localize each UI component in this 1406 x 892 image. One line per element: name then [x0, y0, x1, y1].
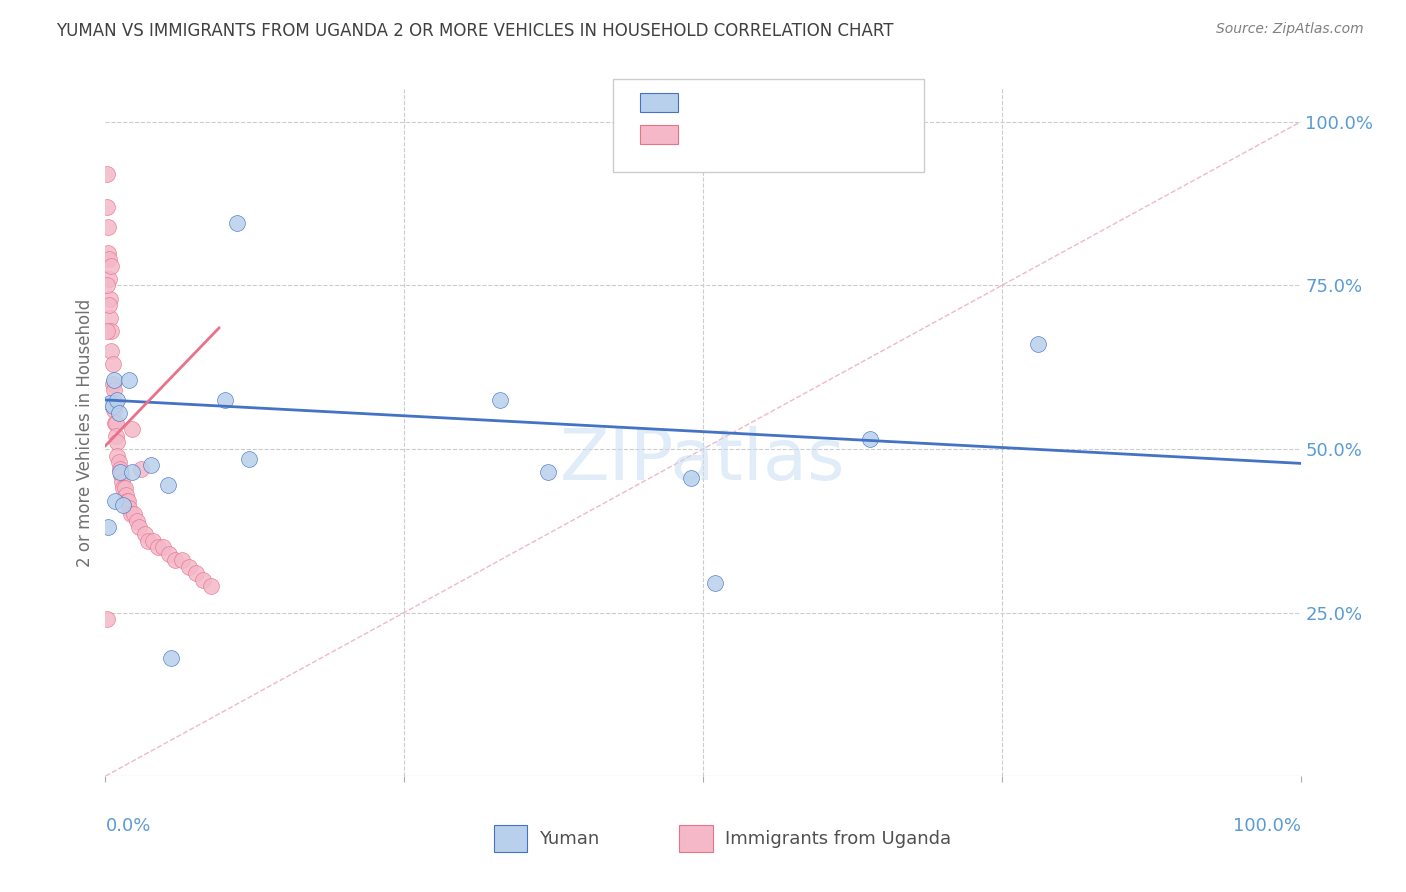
- Point: [121, 422, 143, 436]
- Point: [139, 458, 162, 473]
- Point: [129, 461, 153, 475]
- Point: [98, 311, 121, 326]
- Point: [163, 553, 186, 567]
- FancyBboxPatch shape: [494, 825, 527, 852]
- Point: [681, 471, 703, 485]
- Point: [112, 498, 135, 512]
- Point: [104, 396, 127, 410]
- Text: 23: 23: [855, 94, 880, 112]
- Point: [193, 573, 215, 587]
- Point: [96, 324, 118, 338]
- Text: R =: R =: [692, 94, 731, 112]
- Point: [118, 500, 141, 515]
- Text: Immigrants from Uganda: Immigrants from Uganda: [724, 830, 950, 848]
- Point: [114, 481, 136, 495]
- Point: [117, 494, 139, 508]
- FancyBboxPatch shape: [640, 93, 678, 112]
- Point: [105, 416, 128, 430]
- Point: [96, 167, 118, 181]
- Text: 100.0%: 100.0%: [1233, 817, 1301, 835]
- Text: ZIPatlas: ZIPatlas: [560, 425, 846, 494]
- Point: [97, 245, 120, 260]
- Point: [152, 540, 174, 554]
- Point: [125, 514, 148, 528]
- Point: [101, 357, 124, 371]
- Point: [142, 533, 165, 548]
- Point: [96, 200, 118, 214]
- Point: [98, 292, 121, 306]
- Point: [214, 392, 236, 407]
- Point: [104, 494, 127, 508]
- Point: [103, 373, 125, 387]
- Point: [107, 406, 129, 420]
- Point: [177, 559, 201, 574]
- Text: YUMAN VS IMMIGRANTS FROM UGANDA 2 OR MORE VEHICLES IN HOUSEHOLD CORRELATION CHAR: YUMAN VS IMMIGRANTS FROM UGANDA 2 OR MOR…: [56, 22, 894, 40]
- Point: [108, 461, 131, 475]
- Point: [121, 465, 143, 479]
- Point: [114, 488, 136, 502]
- Text: Yuman: Yuman: [540, 830, 599, 848]
- Point: [103, 402, 125, 417]
- Point: [101, 400, 124, 414]
- Point: [111, 475, 134, 489]
- Text: 0.0%: 0.0%: [105, 817, 150, 835]
- Point: [100, 259, 122, 273]
- Y-axis label: 2 or more Vehicles in Household: 2 or more Vehicles in Household: [76, 299, 94, 566]
- Point: [108, 465, 131, 479]
- Point: [100, 343, 122, 358]
- Point: [225, 216, 249, 230]
- Text: Source: ZipAtlas.com: Source: ZipAtlas.com: [1216, 22, 1364, 37]
- Point: [1026, 337, 1049, 351]
- Text: R =: R =: [692, 126, 731, 144]
- Point: [107, 435, 129, 450]
- Text: 53: 53: [855, 126, 880, 144]
- Point: [107, 449, 129, 463]
- Point: [100, 324, 122, 338]
- Point: [120, 508, 142, 522]
- FancyBboxPatch shape: [613, 78, 924, 171]
- Point: [146, 540, 169, 554]
- Point: [536, 465, 558, 479]
- Point: [115, 494, 138, 508]
- Point: [186, 566, 208, 581]
- Point: [859, 432, 882, 446]
- Point: [103, 383, 125, 397]
- Point: [98, 252, 121, 267]
- Point: [98, 298, 121, 312]
- Point: [101, 376, 124, 391]
- Point: [156, 478, 179, 492]
- Text: N =: N =: [803, 94, 853, 112]
- FancyBboxPatch shape: [679, 825, 713, 852]
- Text: 0.260: 0.260: [733, 126, 796, 144]
- Point: [98, 272, 121, 286]
- Point: [96, 278, 118, 293]
- Point: [134, 527, 156, 541]
- Text: -0.231: -0.231: [733, 94, 797, 112]
- Point: [105, 429, 128, 443]
- Text: N =: N =: [803, 126, 853, 144]
- Point: [112, 481, 135, 495]
- Point: [97, 219, 120, 234]
- Point: [160, 651, 183, 665]
- Point: [110, 468, 132, 483]
- Point: [96, 612, 118, 626]
- Point: [107, 455, 129, 469]
- Point: [489, 392, 512, 407]
- Point: [200, 579, 222, 593]
- Point: [138, 533, 160, 548]
- Point: [704, 576, 727, 591]
- Point: [122, 508, 145, 522]
- Point: [104, 416, 127, 430]
- Point: [107, 392, 129, 407]
- FancyBboxPatch shape: [640, 125, 678, 145]
- Point: [97, 520, 120, 534]
- Point: [128, 520, 150, 534]
- Point: [118, 373, 141, 387]
- Point: [170, 553, 193, 567]
- Point: [238, 451, 260, 466]
- Point: [157, 547, 180, 561]
- Point: [98, 396, 121, 410]
